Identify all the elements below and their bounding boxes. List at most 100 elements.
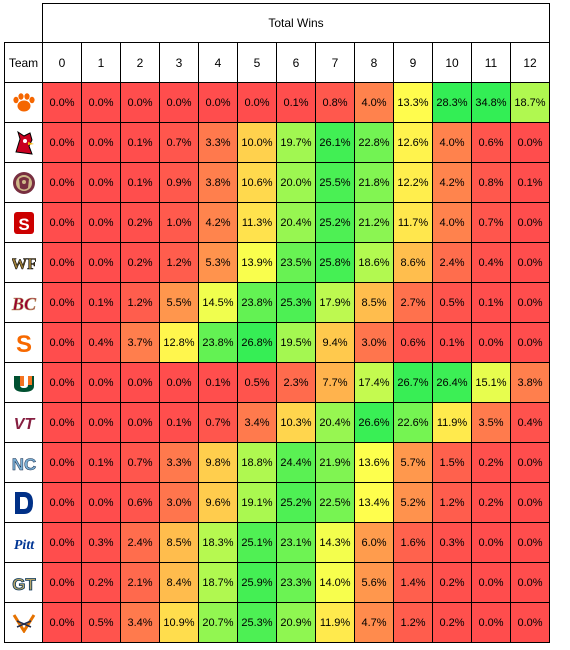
team-logo-cell: S	[4, 322, 43, 363]
heatmap-cell: 17.4%	[354, 362, 394, 403]
florida-state-seminole-logo-icon	[5, 171, 42, 195]
heatmap-cell: 0.0%	[510, 602, 550, 643]
heatmap-cell: 17.9%	[315, 282, 355, 323]
heatmap-cell: 20.7%	[198, 602, 238, 643]
heatmap-cell: 0.0%	[42, 562, 82, 603]
heatmap-cell: 12.2%	[393, 162, 433, 203]
heatmap-cell: 0.8%	[471, 162, 511, 203]
team-logo-cell: WF	[4, 242, 43, 283]
heatmap-cell: 0.1%	[81, 282, 121, 323]
syracuse-logo-icon: S	[5, 330, 42, 356]
heatmap-cell: 0.1%	[159, 402, 199, 443]
heatmap-cell: 26.4%	[432, 362, 472, 403]
team-logo-cell	[4, 122, 43, 163]
heatmap-cell: 26.6%	[354, 402, 394, 443]
heatmap-cell: 2.4%	[432, 242, 472, 283]
heatmap-cell: 0.0%	[510, 122, 550, 163]
heatmap-cell: 4.0%	[432, 202, 472, 243]
heatmap-cell: 0.0%	[159, 82, 199, 123]
heatmap-cell: 0.5%	[81, 602, 121, 643]
svg-text:S: S	[15, 331, 31, 356]
heatmap-cell: 24.4%	[276, 442, 316, 483]
heatmap-cell: 3.4%	[237, 402, 277, 443]
heatmap-cell: 0.0%	[198, 82, 238, 123]
heatmap-cell: 13.9%	[237, 242, 277, 283]
heatmap-cell: 2.7%	[393, 282, 433, 323]
heatmap-cell: 4.0%	[354, 82, 394, 123]
heatmap-cell: 3.3%	[198, 122, 238, 163]
heatmap-cell: 0.1%	[276, 82, 316, 123]
heatmap-cell: 1.0%	[159, 202, 199, 243]
heatmap-cell: 0.0%	[510, 202, 550, 243]
heatmap-cell: 0.8%	[315, 82, 355, 123]
heatmap-cell: 1.2%	[120, 282, 160, 323]
heatmap-cell: 26.7%	[393, 362, 433, 403]
team-logo-cell	[4, 82, 43, 123]
corner-cell	[4, 3, 43, 43]
heatmap-cell: 0.0%	[510, 562, 550, 603]
heatmap-cell: 0.0%	[81, 362, 121, 403]
heatmap-cell: 0.0%	[81, 162, 121, 203]
heatmap-cell: 18.8%	[237, 442, 277, 483]
team-row: 0.0% 0.0% 0.1% 0.9% 3.8% 10.6% 20.0% 25.5% 21.8%…	[4, 162, 550, 203]
heatmap-cell: 22.8%	[354, 122, 394, 163]
heatmap-cell: 15.1%	[471, 362, 511, 403]
heatmap-cell: 25.1%	[237, 522, 277, 563]
heatmap-cell: 13.3%	[393, 82, 433, 123]
heatmap-cell: 4.2%	[198, 202, 238, 243]
heatmap-cell: 0.0%	[471, 562, 511, 603]
heatmap-cell: 0.7%	[159, 122, 199, 163]
heatmap-cell: 0.1%	[198, 362, 238, 403]
heatmap-cell: 1.5%	[432, 442, 472, 483]
title-row: Total Wins	[4, 3, 550, 43]
heatmap-cell: 12.6%	[393, 122, 433, 163]
heatmap-cell: 14.5%	[198, 282, 238, 323]
heatmap-cell: 3.7%	[120, 322, 160, 363]
heatmap-cell: 5.7%	[393, 442, 433, 483]
chart-title: Total Wins	[42, 3, 550, 43]
heatmap-cell: 0.1%	[120, 122, 160, 163]
svg-text:GT: GT	[12, 575, 36, 594]
heatmap-cell: 0.0%	[510, 322, 550, 363]
heatmap-cell: 5.3%	[198, 242, 238, 283]
team-logo-cell	[4, 602, 43, 643]
heatmap-cell: 0.0%	[81, 482, 121, 523]
heatmap-cell: 14.0%	[315, 562, 355, 603]
team-row: 0.0% 0.0% 0.0% 0.0% 0.1% 0.5% 2.3% 7.7% 17.4% 26.…	[4, 362, 550, 403]
heatmap-cell: 0.1%	[120, 162, 160, 203]
heatmap-cell: 0.0%	[42, 282, 82, 323]
heatmap-cell: 2.3%	[276, 362, 316, 403]
heatmap-cell: 0.0%	[510, 522, 550, 563]
heatmap-cell: 25.3%	[237, 602, 277, 643]
heatmap-cell: 13.4%	[354, 482, 394, 523]
clemson-paw-logo-icon	[5, 92, 42, 113]
team-logo-cell: VT	[4, 402, 43, 443]
heatmap-cell: 20.0%	[276, 162, 316, 203]
heatmap-cell: 0.7%	[471, 202, 511, 243]
heatmap-cell: 9.8%	[198, 442, 238, 483]
heatmap-cell: 3.4%	[120, 602, 160, 643]
heatmap-cell: 10.9%	[159, 602, 199, 643]
heatmap-cell: 0.0%	[471, 322, 511, 363]
heatmap-cell: 25.8%	[315, 242, 355, 283]
heatmap-cell: 0.0%	[42, 242, 82, 283]
miami-u-logo-icon	[5, 373, 42, 393]
heatmap-cell: 9.6%	[198, 482, 238, 523]
team-logo-cell: BC	[4, 282, 43, 323]
team-row: S 0.0% 0.4% 3.7% 12.8% 23.8% 26.8% 19.5% 9.4% 3.0…	[4, 322, 550, 363]
heatmap-cell: 0.5%	[432, 282, 472, 323]
heatmap-cell: 0.0%	[42, 442, 82, 483]
win-distribution-table: Total Wins Team 0 1 2 3 4 5 6 7 8 9 10 11 12 0.0% 0.0…	[4, 3, 550, 643]
column-header-4: 4	[198, 42, 238, 83]
heatmap-cell: 23.5%	[276, 242, 316, 283]
heatmap-cell: 23.8%	[237, 282, 277, 323]
heatmap-cell: 18.3%	[198, 522, 238, 563]
heatmap-cell: 14.3%	[315, 522, 355, 563]
heatmap-cell: 20.4%	[276, 202, 316, 243]
heatmap-cell: 0.2%	[120, 242, 160, 283]
heatmap-cell: 0.0%	[120, 402, 160, 443]
heatmap-cell: 12.8%	[159, 322, 199, 363]
heatmap-cell: 21.9%	[315, 442, 355, 483]
heatmap-cell: 3.0%	[159, 482, 199, 523]
team-logo-cell	[4, 482, 43, 523]
